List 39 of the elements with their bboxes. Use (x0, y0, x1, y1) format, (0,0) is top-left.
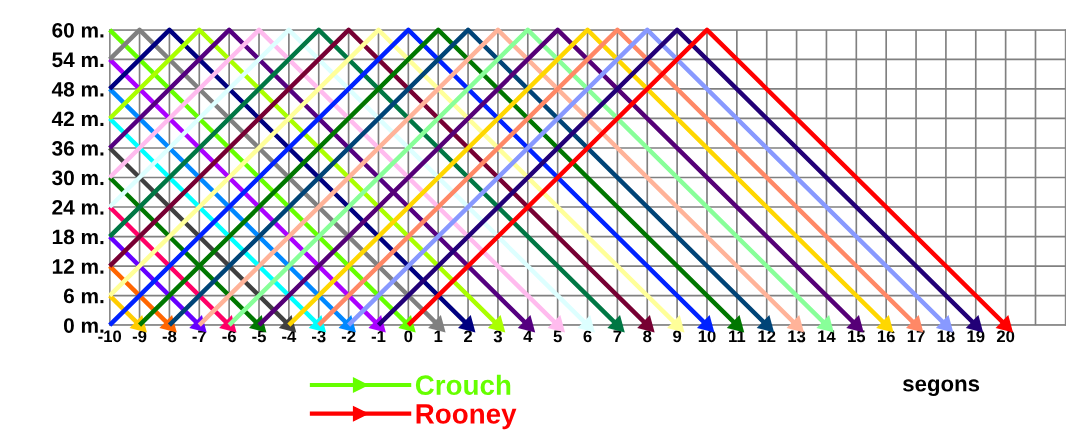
x-tick-label: 1 (434, 330, 443, 343)
x-tick-label: -1 (371, 330, 386, 343)
x-tick-label: 8 (643, 330, 652, 343)
x-tick-label: 3 (493, 330, 502, 343)
x-tick-label: -2 (341, 330, 356, 343)
y-tick-label: 36 m. (52, 140, 104, 156)
x-tick-label: 13 (788, 330, 806, 343)
y-tick-label: 48 m. (51, 81, 104, 97)
y-tick-label: 18 m. (52, 229, 104, 245)
y-tick-label: 54 m. (52, 52, 104, 68)
x-tick-label: 11 (729, 330, 746, 343)
x-tick-label: 5 (553, 330, 562, 343)
y-tick-label: 30 m. (52, 170, 104, 186)
legend-label: Rooney (416, 404, 517, 430)
x-tick-label: -4 (282, 330, 297, 343)
x-tick-label: -8 (162, 330, 177, 343)
x-tick-label: 10 (698, 330, 716, 343)
x-tick-label: 20 (996, 330, 1015, 343)
x-tick-label: -9 (132, 330, 147, 343)
x-tick-label: 16 (877, 330, 895, 343)
x-tick-label: 4 (523, 330, 533, 343)
y-tick-label: 60 m. (52, 22, 104, 38)
y-tick-label: 42 m. (51, 111, 104, 127)
x-tick-label: 14 (818, 330, 836, 343)
x-tick-label: -3 (311, 330, 326, 343)
y-tick-label: 24 m. (52, 200, 104, 215)
legend-label: Crouch (415, 374, 511, 396)
x-tick-label: 9 (673, 330, 682, 343)
x-tick-label: 18 (937, 330, 955, 343)
x-tick-label: 6 (583, 330, 592, 343)
y-tick-label: 6 m. (63, 288, 104, 304)
x-tick-label: 0 (404, 330, 413, 343)
x-tick-label: 7 (613, 330, 622, 343)
x-tick-label: -6 (222, 330, 236, 343)
x-axis-title: segons (903, 379, 980, 397)
x-tick-label: 2 (464, 330, 473, 343)
y-tick-label: 12 m. (52, 259, 104, 274)
x-tick-label: 19 (967, 330, 985, 343)
x-tick-label: 12 (758, 330, 776, 343)
